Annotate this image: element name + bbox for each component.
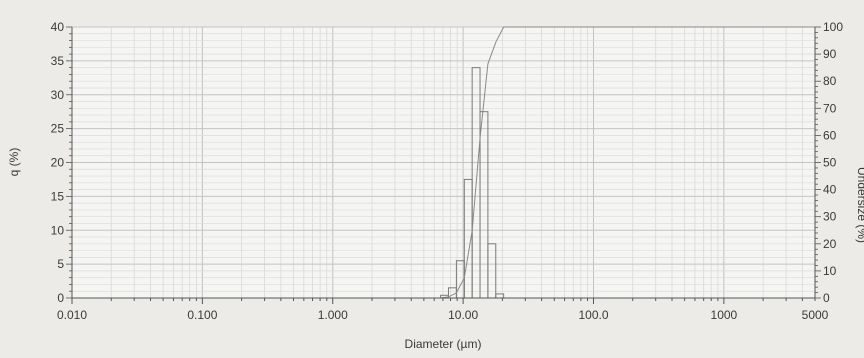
undersize-curve	[440, 26, 815, 299]
y2-tick-label: 0	[823, 291, 830, 305]
y2-tick-label: 80	[823, 74, 837, 88]
y-tick-label: 0	[57, 291, 64, 305]
y2-tick-label: 40	[823, 183, 837, 197]
x-tick-label: 1000	[711, 308, 738, 322]
x-tick-label: 100.0	[578, 308, 608, 322]
x-tick-label: 1.000	[318, 308, 348, 322]
y2-tick-label: 100	[823, 20, 843, 34]
x-tick-label: 0.100	[187, 308, 217, 322]
y-tick-label: 40	[51, 20, 65, 34]
grid-lines	[71, 26, 816, 299]
y2-tick-label: 20	[823, 237, 837, 251]
x-axis-tick-labels: 0.010 0.100 1.000 10.00 100.0 1000 5000	[57, 308, 829, 322]
y-tick-label: 30	[51, 88, 65, 102]
y-tick-label: 20	[51, 156, 65, 170]
x-tick-label: 0.010	[57, 308, 87, 322]
y2-tick-label: 50	[823, 156, 837, 170]
x-tick-label: 5000	[802, 308, 829, 322]
x-tick-label: 10.00	[448, 308, 478, 322]
axes	[66, 26, 821, 304]
y2-axis-tick-labels: 0 10 20 30 40 50 60 70 80 90 100	[823, 20, 843, 305]
y2-tick-label: 60	[823, 128, 837, 142]
y-tick-label: 25	[51, 122, 65, 136]
y-tick-label: 10	[51, 223, 65, 237]
y2-tick-label: 90	[823, 47, 837, 61]
y-tick-label: 15	[51, 189, 65, 203]
y2-axis-title: Undersize (%)	[855, 167, 864, 243]
y2-tick-label: 10	[823, 264, 837, 278]
y2-tick-label: 30	[823, 210, 837, 224]
y-tick-label: 35	[51, 54, 65, 68]
y-axis-title: q (%)	[7, 148, 21, 177]
x-axis-title: Diameter (µm)	[405, 337, 482, 351]
y-axis-tick-labels: 0 5 10 15 20 25 30 35 40	[51, 20, 65, 305]
y-tick-label: 5	[57, 257, 64, 271]
y2-tick-label: 70	[823, 101, 837, 115]
